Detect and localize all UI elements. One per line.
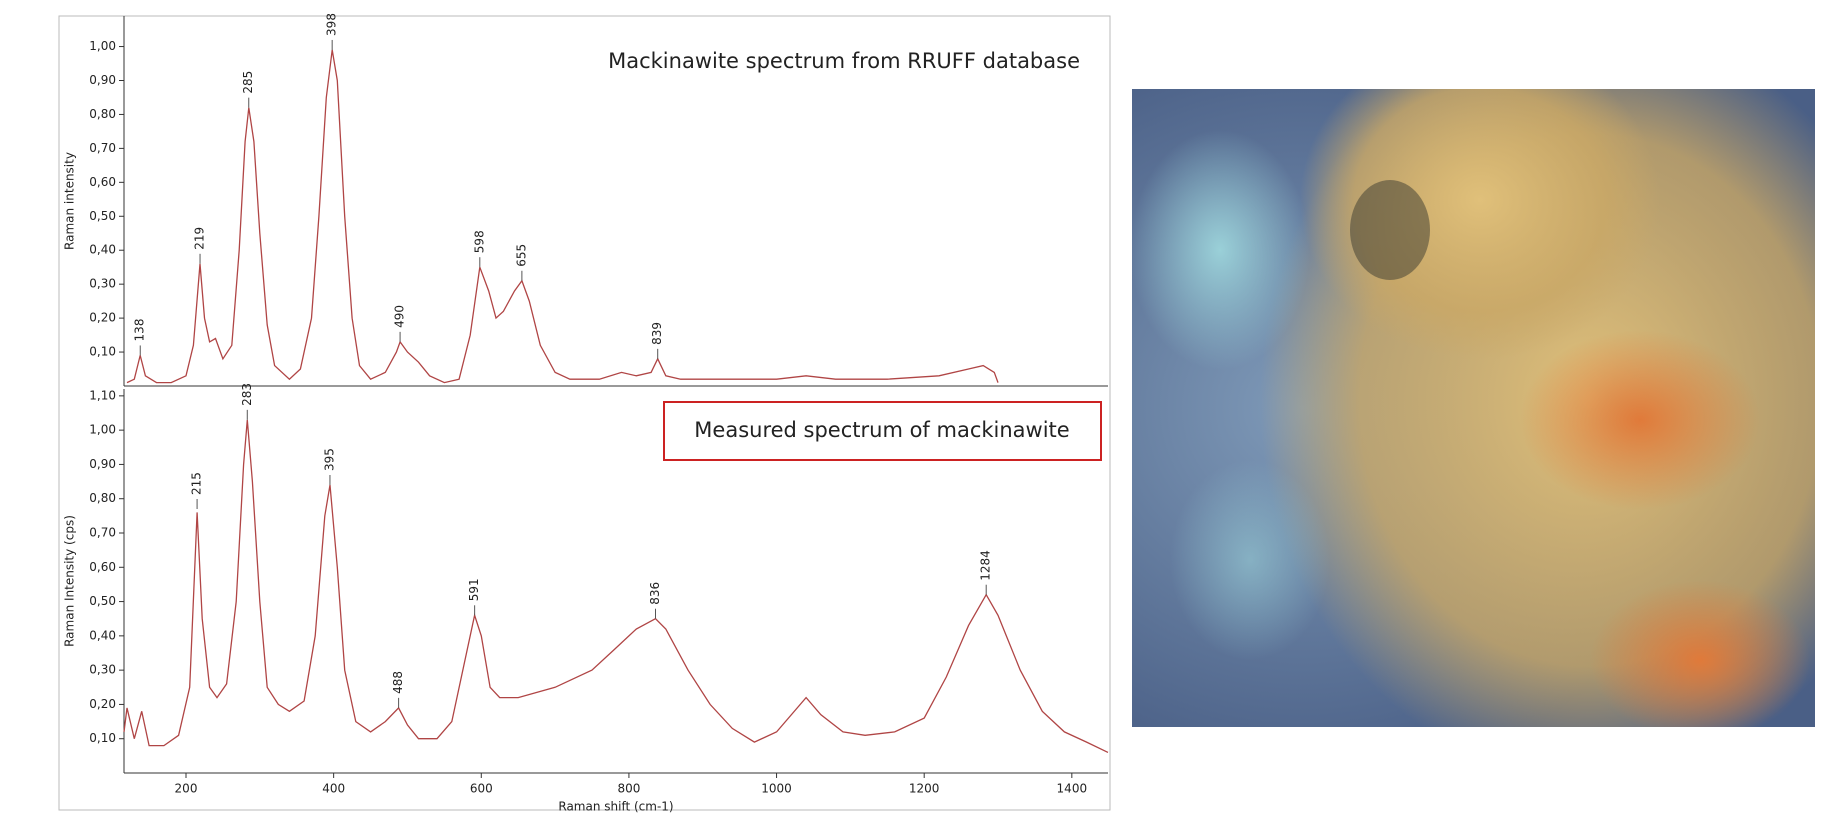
peak-label: 283 [240,383,254,406]
y-tick-label: 0,30 [89,663,116,677]
chart-title: Mackinawite spectrum from RRUFF database [608,49,1080,73]
y-tick-label: 0,40 [89,628,116,642]
x-tick-label: 800 [617,782,640,796]
y-tick-label: 0,70 [89,141,116,155]
y-tick-label: 0,10 [89,345,116,359]
x-tick-label: 400 [322,782,345,796]
peak-label: 215 [190,472,204,495]
y-tick-label: 0,80 [89,491,116,505]
y-tick-label: 0,30 [89,277,116,291]
peak-label: 138 [133,319,147,342]
peak-label: 839 [650,322,664,345]
peak-label: 591 [467,578,481,601]
y-axis-label: Raman Intensity (cps) [63,515,77,647]
peak-label: 490 [393,305,407,328]
charts: 0,10 0,20 0,30 0,40 0,50 0,60 0,70 0,80 0,90 1,00… [63,13,1109,814]
y-tick-label: 0,10 [89,731,116,745]
y-tick-label: 0,90 [89,73,116,87]
peak-label: 488 [391,671,405,694]
peak-label: 395 [322,448,336,471]
x-tick-label: 1400 [1057,782,1088,796]
photo [1132,89,1815,727]
x-tick-label: 1000 [761,782,792,796]
chart-title: Measured spectrum of mackinawite [694,418,1069,442]
y-axis-label: Raman intensity [63,152,77,250]
x-tick-label: 1200 [909,782,940,796]
peak-label: 598 [472,230,486,253]
peak-label: 655 [514,244,528,267]
x-tick-label: 200 [175,782,198,796]
peak-label: 398 [325,13,339,36]
y-tick-label: 0,90 [89,457,116,471]
y-tick-label: 1,00 [89,423,116,437]
y-tick-label: 0,50 [89,594,116,608]
y-tick-label: 0,40 [89,243,116,257]
y-tick-label: 0,20 [89,697,116,711]
y-tick-label: 0,60 [89,175,116,189]
y-tick-label: 1,00 [89,39,116,53]
y-tick-label: 0,50 [89,209,116,223]
peak-label: 219 [193,227,207,250]
peak-label: 1284 [979,550,993,581]
figure-frame [58,15,1111,811]
x-axis-label: Raman shift (cm-1) [558,800,673,814]
y-tick-label: 0,60 [89,560,116,574]
peak-label: 285 [241,71,255,94]
y-tick-label: 0,70 [89,526,116,540]
y-tick-label: 0,80 [89,107,116,121]
title-box [663,401,1102,461]
x-tick-label: 600 [470,782,493,796]
y-tick-label: 0,20 [89,311,116,325]
y-tick-label: 1,10 [89,388,116,402]
peak-label: 836 [648,582,662,605]
spectrum-line [126,49,999,384]
spectrum-line [123,419,1109,753]
